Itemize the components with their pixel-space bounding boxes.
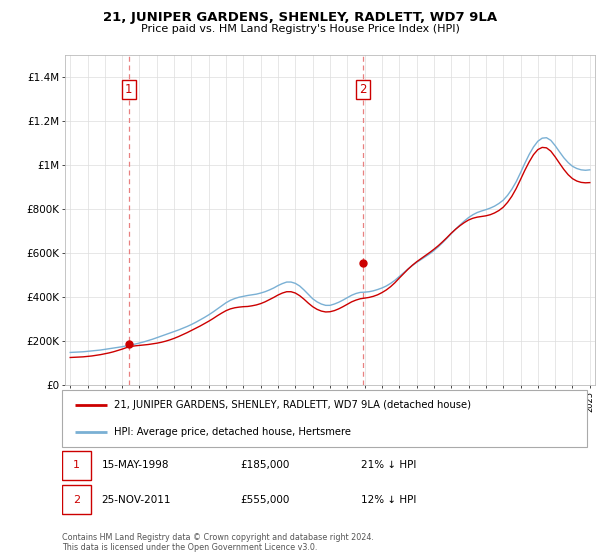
Text: £185,000: £185,000 xyxy=(241,460,290,470)
Text: 15-MAY-1998: 15-MAY-1998 xyxy=(101,460,169,470)
Text: £555,000: £555,000 xyxy=(241,494,290,505)
Text: 25-NOV-2011: 25-NOV-2011 xyxy=(101,494,171,505)
Text: 2: 2 xyxy=(73,494,80,505)
Text: HPI: Average price, detached house, Hertsmere: HPI: Average price, detached house, Hert… xyxy=(115,427,352,437)
FancyBboxPatch shape xyxy=(62,390,587,447)
Text: 1: 1 xyxy=(73,460,80,470)
Text: 21% ↓ HPI: 21% ↓ HPI xyxy=(361,460,416,470)
Text: Contains HM Land Registry data © Crown copyright and database right 2024.
This d: Contains HM Land Registry data © Crown c… xyxy=(62,533,374,552)
Text: 21, JUNIPER GARDENS, SHENLEY, RADLETT, WD7 9LA: 21, JUNIPER GARDENS, SHENLEY, RADLETT, W… xyxy=(103,11,497,24)
Text: 2: 2 xyxy=(359,83,367,96)
Text: 1: 1 xyxy=(125,83,133,96)
Text: Price paid vs. HM Land Registry's House Price Index (HPI): Price paid vs. HM Land Registry's House … xyxy=(140,24,460,34)
Text: 21, JUNIPER GARDENS, SHENLEY, RADLETT, WD7 9LA (detached house): 21, JUNIPER GARDENS, SHENLEY, RADLETT, W… xyxy=(115,400,472,410)
FancyBboxPatch shape xyxy=(62,451,91,480)
Text: 12% ↓ HPI: 12% ↓ HPI xyxy=(361,494,416,505)
FancyBboxPatch shape xyxy=(62,485,91,515)
